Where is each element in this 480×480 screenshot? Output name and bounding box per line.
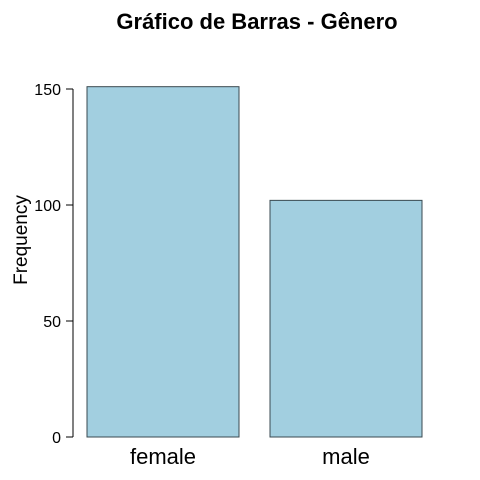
y-axis-label: Frequency (11, 195, 32, 285)
chart-title: Gráfico de Barras - Gênero (116, 9, 397, 34)
bars-group (86, 86, 423, 438)
x-tick-label-female: female (130, 444, 196, 469)
y-tick-label-0: 0 (52, 430, 61, 447)
bar-male (269, 199, 423, 438)
x-tick-label-male: male (322, 444, 370, 469)
y-axis: 0 50 100 150 (34, 82, 74, 447)
y-tick-label-100: 100 (34, 198, 61, 215)
y-tick-label-150: 150 (34, 82, 61, 99)
bar-female (86, 86, 240, 438)
x-axis-labels: female male (130, 444, 370, 469)
y-tick-label-50: 50 (43, 314, 61, 331)
